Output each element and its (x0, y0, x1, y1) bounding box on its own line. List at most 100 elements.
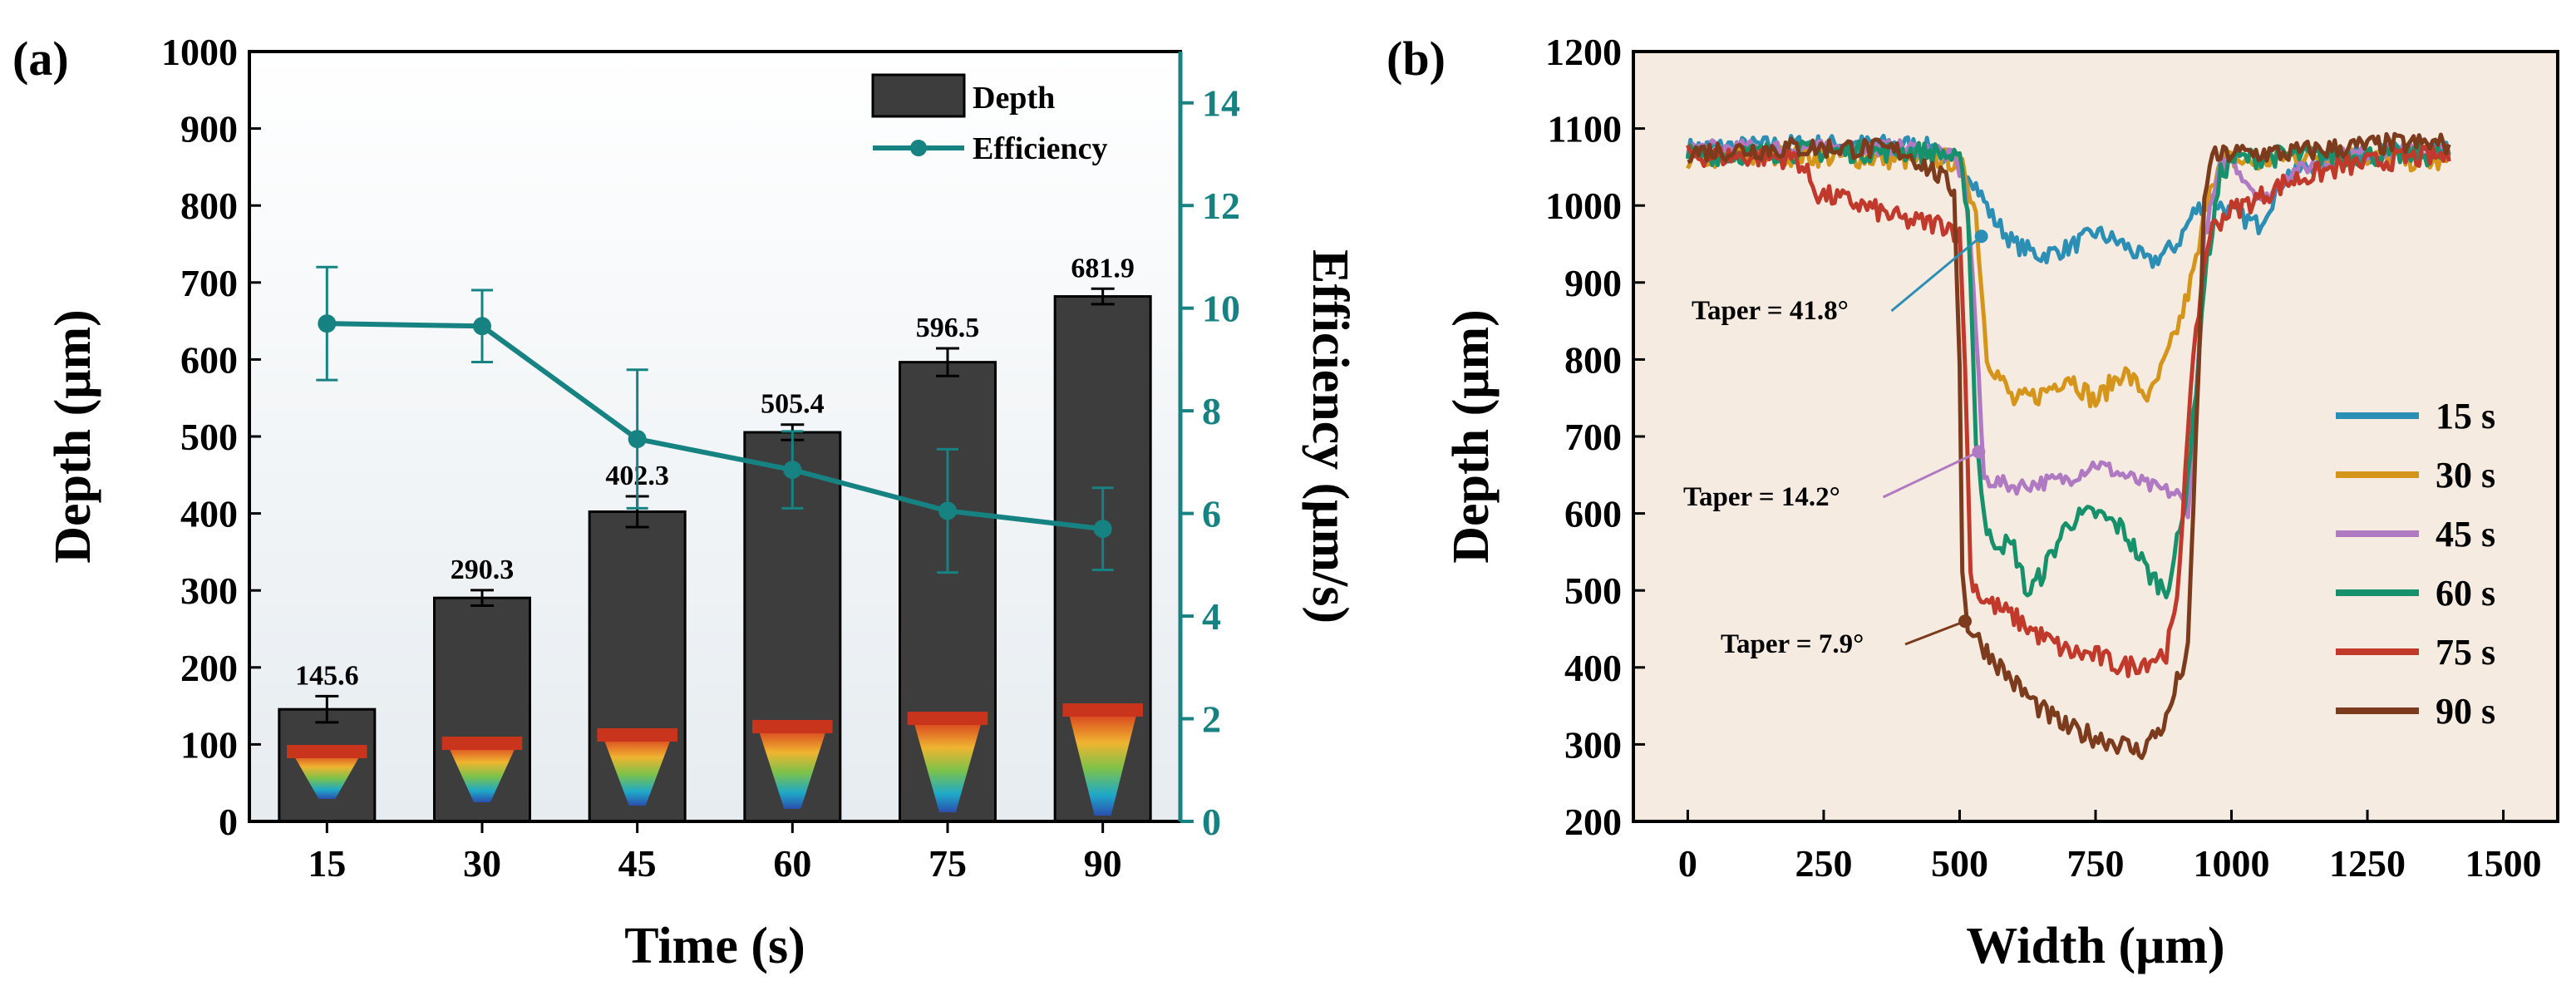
profile-line (1686, 143, 2451, 678)
crater-inset (1068, 712, 1138, 816)
y-tick-label: 600 (1564, 493, 1622, 535)
y-tick-label: 500 (180, 416, 238, 458)
annotation-marker (1972, 445, 1986, 459)
x-tick-label: 750 (2067, 842, 2125, 885)
legend-label: 90 s (2436, 691, 2495, 732)
x-axis-ticks-b: 0 250 500 750 1000 1250 1500 (1678, 810, 2542, 885)
x-axis-ticks: 15 30 45 60 75 90 (308, 821, 1122, 885)
x-tick-label: 75 (928, 842, 967, 885)
x-axis-title-a: Time (s) (624, 918, 805, 974)
y2-tick-label: 14 (1202, 82, 1240, 125)
y-tick-label: 1000 (161, 31, 238, 73)
annotation-leader (1890, 235, 1982, 313)
y-tick-label: 800 (180, 185, 238, 227)
y-tick-label: 1200 (1545, 31, 1622, 73)
efficiency-point (628, 430, 647, 449)
annotation-label: Taper = 14.2° (1683, 482, 1840, 512)
efficiency-point (938, 501, 957, 520)
legend-label: 15 s (2436, 396, 2495, 436)
y-tick-label: 500 (1564, 569, 1622, 612)
crater-inset (292, 753, 362, 799)
efficiency-point (1093, 520, 1112, 539)
depth-value-label: 505.4 (761, 389, 825, 420)
y-tick-label: 700 (180, 262, 238, 304)
profile-line (1687, 131, 2451, 761)
x-tick-label: 1000 (2194, 842, 2270, 885)
y-tick-label: 200 (180, 647, 238, 689)
crater-inset-rim (441, 737, 523, 750)
left-axis-ticks: 0 100 200 300 400 500 600 700 800 900 1000 (161, 31, 261, 843)
y-tick-label: 1000 (1545, 185, 1622, 227)
annotation-label: Taper = 41.8° (1692, 296, 1849, 326)
y2-tick-label: 4 (1202, 595, 1221, 638)
depth-value-label: 681.9 (1071, 253, 1135, 283)
y-tick-label: 1100 (1548, 108, 1622, 150)
panel-label-a: (a) (12, 32, 69, 86)
taper-annotations: Taper = 41.8° Taper = 14.2° Taper = 7.9° (1683, 229, 1988, 659)
y-tick-label: 100 (180, 723, 238, 766)
right-axis-ticks: 0 2 4 6 8 10 12 14 (1180, 82, 1240, 843)
annotation-label: Taper = 7.9° (1721, 629, 1864, 659)
annotation-marker (1958, 614, 1973, 629)
x-tick-label: 90 (1084, 842, 1122, 885)
legend-depth-swatch (871, 73, 966, 118)
legend-label: 30 s (2436, 455, 2495, 495)
crater-inset-rim (287, 745, 367, 758)
y-axis-title-a: Depth (μm) (45, 309, 101, 564)
crater-inset (913, 720, 983, 812)
depth-value-label: 596.5 (916, 313, 980, 343)
legend-efficiency-label: Efficiency (973, 131, 1108, 166)
x-tick-label: 250 (1795, 842, 1852, 885)
efficiency-series-line (327, 321, 1104, 532)
y-axis-ticks-b: 200 300 400 500 600 700 800 900 1000 1100 1200 (1545, 31, 1645, 843)
y-tick-label: 300 (180, 569, 238, 612)
legend-label: 75 s (2436, 632, 2495, 673)
x-tick-label: 30 (463, 842, 501, 885)
crater-inset (447, 745, 517, 802)
y-tick-label: 900 (1564, 262, 1622, 304)
legend-depth-label: Depth (973, 81, 1055, 116)
y-tick-label: 800 (1564, 338, 1622, 381)
profile-lines (1685, 131, 2451, 761)
crater-inset-rim (1062, 703, 1143, 717)
y-tick-label: 200 (1564, 801, 1622, 843)
y2-tick-label: 8 (1202, 390, 1221, 432)
crater-inset-rim (597, 728, 677, 742)
y2-tick-label: 2 (1202, 698, 1221, 741)
y2-tick-label: 6 (1202, 493, 1221, 535)
x-tick-label: 60 (773, 842, 811, 885)
plot-area-a (249, 52, 1180, 821)
y-tick-label: 400 (1564, 647, 1622, 689)
legend-a: Depth Efficiency (871, 73, 1108, 166)
efficiency-point (473, 317, 491, 336)
x-tick-label: 0 (1678, 842, 1697, 885)
x-axis-title-b: Width (μm) (1966, 918, 2224, 974)
efficiency-point (318, 314, 337, 333)
panel-label-b: (b) (1387, 32, 1446, 86)
x-tick-label: 500 (1931, 842, 1988, 885)
efficiency-line (316, 265, 1114, 574)
plot-area-b (1633, 52, 2558, 821)
annotation-marker (1974, 229, 1988, 244)
x-tick-label: 45 (618, 842, 657, 885)
y-tick-label: 700 (1564, 416, 1622, 458)
y-tick-label: 400 (180, 493, 238, 535)
efficiency-point (783, 461, 802, 480)
y-tick-label: 900 (180, 108, 238, 150)
x-tick-label: 1500 (2465, 842, 2542, 885)
y2-tick-label: 10 (1202, 288, 1240, 330)
legend-efficiency-marker (910, 140, 927, 156)
y-tick-label: 0 (219, 801, 238, 843)
x-tick-label: 1250 (2329, 842, 2406, 885)
y-axis-title-b: Depth (μm) (1443, 309, 1500, 564)
crater-inset-rim (752, 720, 833, 733)
y2-tick-label: 0 (1202, 801, 1221, 843)
depth-value-label: 145.6 (295, 660, 359, 691)
y2-tick-label: 12 (1202, 185, 1240, 227)
crater-inset (603, 737, 672, 806)
y-tick-label: 600 (180, 338, 238, 381)
legend-b: 15 s 30 s 45 s 60 s 75 s 90 s (2336, 396, 2495, 732)
crater-inset-rim (907, 712, 988, 725)
